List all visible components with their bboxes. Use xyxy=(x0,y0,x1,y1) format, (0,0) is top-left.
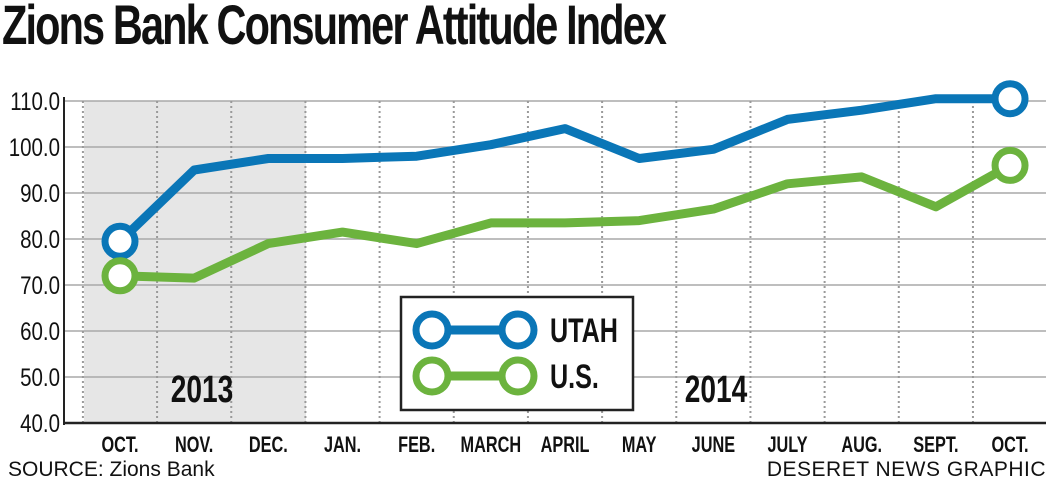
y-tick-label: 50.0 xyxy=(20,363,60,391)
x-tick-label: APRIL xyxy=(541,433,590,458)
data-point-us xyxy=(991,146,1029,184)
source-note: SOURCE: Zions Bank xyxy=(8,458,215,481)
y-tick-label: 60.0 xyxy=(20,317,60,345)
x-tick-label: SEPT. xyxy=(913,433,958,458)
x-tick-label: OCT. xyxy=(992,433,1029,458)
series-line-us xyxy=(115,160,1015,283)
chart-title: Zions Bank Consumer Attitude Index xyxy=(2,0,667,56)
x-tick-label: JULY xyxy=(767,433,807,458)
data-point-utah xyxy=(991,80,1029,118)
series-line-utah xyxy=(115,94,1015,246)
year-label: 2014 xyxy=(685,369,748,411)
x-tick-label: MAY xyxy=(622,433,657,458)
x-tick-label: MARCH xyxy=(461,433,522,458)
x-tick-label: AUG. xyxy=(841,433,882,458)
x-tick-label: DEC. xyxy=(249,433,288,458)
y-tick-label: 40.0 xyxy=(20,409,60,437)
graphic-credit: DESERET NEWS GRAPHIC xyxy=(766,458,1046,481)
y-tick-label: 100.0 xyxy=(9,133,60,161)
legend-marker-utah xyxy=(412,310,452,350)
data-point-utah xyxy=(101,222,139,260)
y-tick-label: 110.0 xyxy=(10,87,60,115)
x-tick-label: JAN. xyxy=(324,433,361,458)
x-tick-label: OCT. xyxy=(101,433,138,458)
legend-label-utah: UTAH xyxy=(550,312,618,350)
y-tick-label: 70.0 xyxy=(20,271,60,299)
x-tick-label: NOV. xyxy=(175,433,213,458)
legend-label-us: U.S. xyxy=(550,358,599,396)
x-tick-label: JUNE xyxy=(692,433,735,458)
data-point-us xyxy=(101,257,139,295)
year-label: 2013 xyxy=(171,369,234,411)
x-tick-label: FEB. xyxy=(398,433,435,458)
legend-marker-us xyxy=(412,356,452,396)
y-tick-label: 80.0 xyxy=(20,225,60,253)
y-tick-label: 90.0 xyxy=(20,179,60,207)
legend-marker-utah xyxy=(498,310,538,350)
legend-marker-us xyxy=(498,356,538,396)
